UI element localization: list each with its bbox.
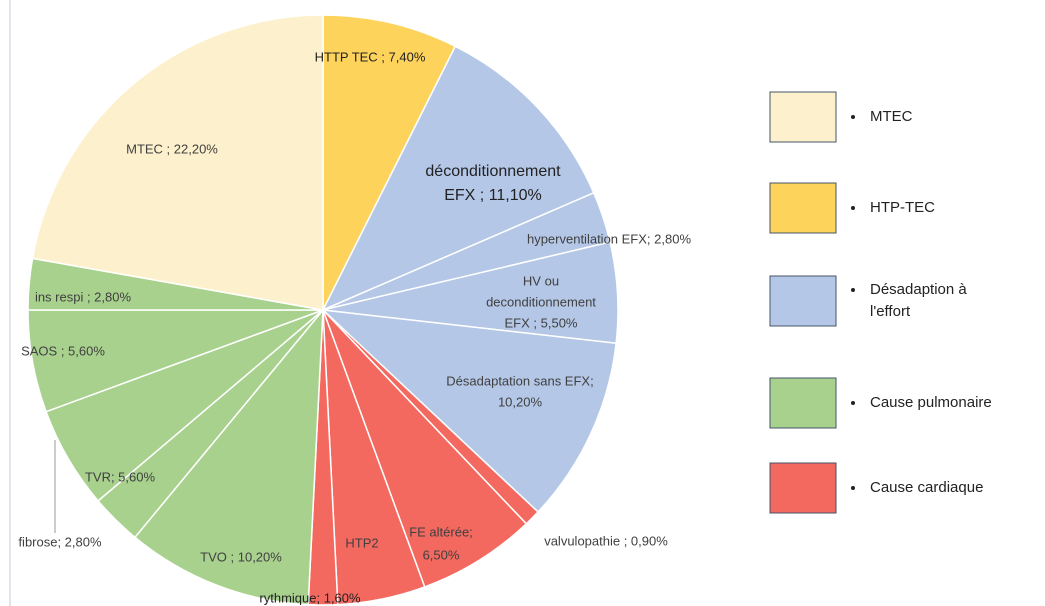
pie-slice [321,45,595,312]
legend-label: l'effort [870,303,911,320]
data-label: MTEC ; 22,20% [126,141,218,156]
data-label: deconditionnement [486,294,596,309]
data-label: déconditionnement [425,163,561,180]
pie-slice [322,14,457,311]
data-label: HV ou [523,273,559,288]
legend-label: Cause cardiaque [870,479,983,496]
legend-swatch [769,377,837,429]
data-label: 6,50% [423,547,460,562]
legend-swatch [769,462,837,514]
legend-label: Cause pulmonaire [870,394,992,411]
legend-label: MTEC [870,108,913,125]
data-label: EFX ; 11,10% [444,187,542,204]
data-label: 10,20% [498,394,543,409]
pie-slice [320,308,617,514]
legend-label: HTP-TEC [870,199,935,216]
data-label: HTP2 [345,535,378,550]
legend-bullet [851,115,855,119]
pie-slice [133,307,324,606]
data-label: rythmique; 1,60% [259,590,361,605]
legend-bullet [851,486,855,490]
pie-slice [322,309,528,588]
legend-swatch [769,182,837,234]
data-label: valvulopathie ; 0,90% [544,533,668,548]
data-label: SAOS ; 5,60% [21,343,105,358]
data-label: hyperventilation EFX; 2,80% [527,231,691,246]
data-label: fibrose; 2,80% [18,534,102,549]
legend-bullet [851,401,855,405]
data-label: TVO ; 10,20% [200,549,282,564]
data-label: FE altérée; [409,524,473,539]
data-label: ins respi ; 2,80% [35,289,132,304]
data-label: EFX ; 5,50% [505,315,578,330]
data-label: Désadaptation sans EFX; [446,373,593,388]
legend-label: Désadaption à [870,281,967,298]
pie-slice [31,14,324,311]
legend-swatch [769,91,837,143]
data-label: TVR; 5,60% [85,469,156,484]
legend-swatch [769,275,837,327]
legend-bullet [851,288,855,292]
data-label: HTTP TEC ; 7,40% [315,49,426,64]
legend-bullet [851,206,855,210]
